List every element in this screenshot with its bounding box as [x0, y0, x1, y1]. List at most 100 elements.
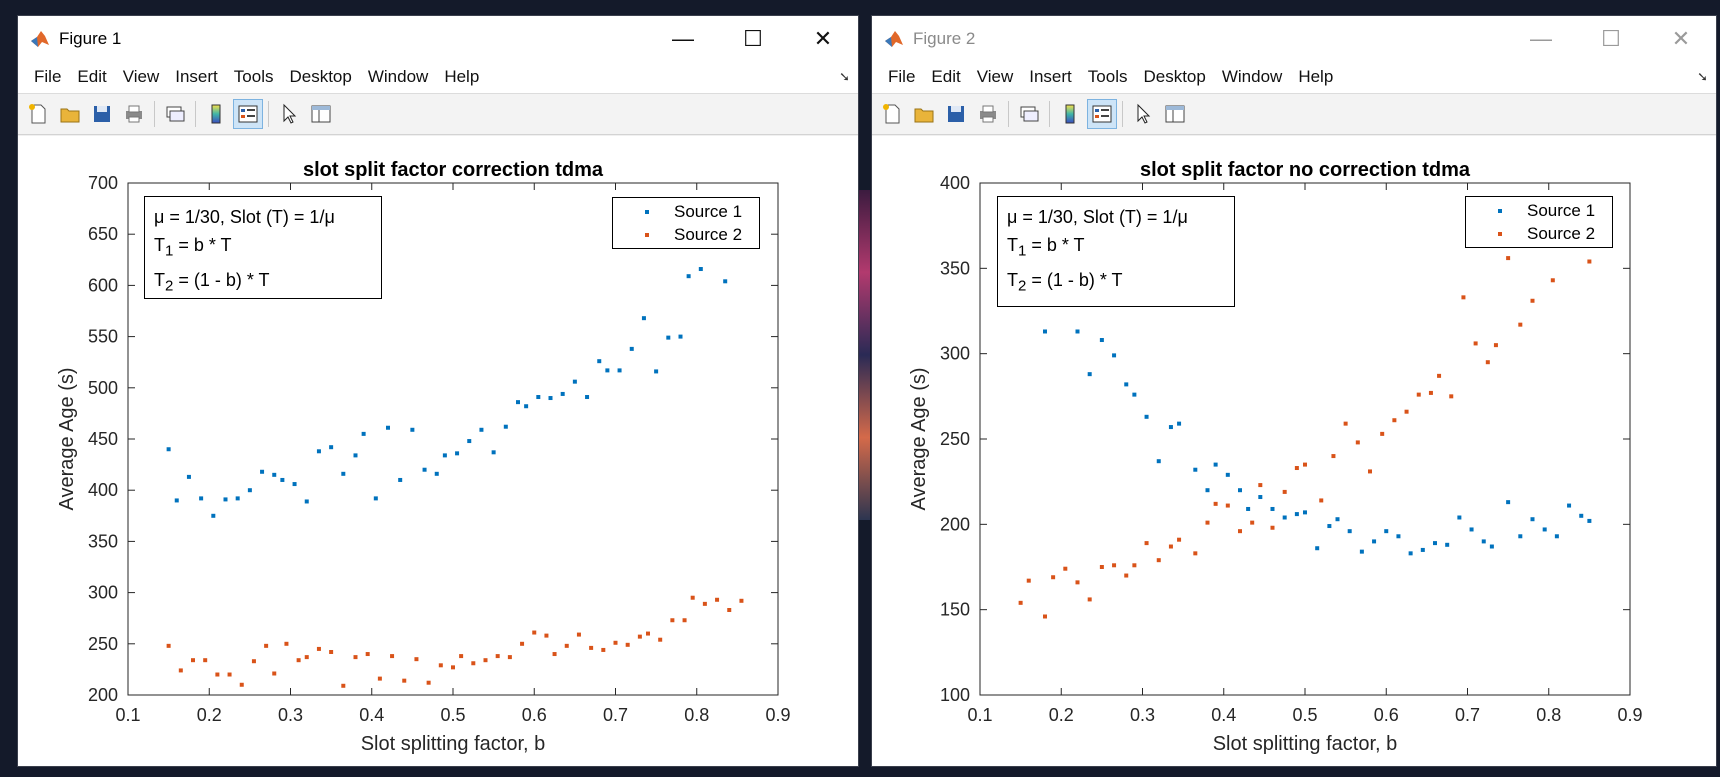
- data-point: [1124, 382, 1129, 387]
- new-figure-icon[interactable]: [23, 99, 53, 129]
- close-button[interactable]: ✕: [813, 25, 833, 51]
- annotation-textbox[interactable]: μ = 1/30, Slot (T) = 1/μ T1 = b * T T2 =…: [144, 196, 382, 299]
- menu-desktop[interactable]: Desktop: [289, 67, 352, 86]
- property-inspector-icon[interactable]: [306, 99, 336, 129]
- new-figure-icon[interactable]: [877, 99, 907, 129]
- menu-tools[interactable]: Tools: [1087, 67, 1128, 86]
- annotation-textbox[interactable]: μ = 1/30, Slot (T) = 1/μ T1 = b * T T2 =…: [997, 196, 1235, 307]
- y-tick-label: 350: [940, 258, 970, 278]
- data-point: [1416, 392, 1421, 397]
- data-point: [576, 632, 581, 637]
- maximize-button[interactable]: ☐: [1601, 25, 1621, 51]
- x-tick-label: 0.1: [115, 705, 140, 725]
- menu-tools[interactable]: Tools: [233, 67, 274, 86]
- data-point: [386, 425, 390, 430]
- save-icon[interactable]: [941, 99, 971, 129]
- menu-window[interactable]: Window: [1221, 67, 1283, 86]
- menu-file[interactable]: File: [34, 67, 62, 86]
- title-bar[interactable]: Figure 1 — ☐ ✕: [18, 16, 858, 61]
- axes-box: [979, 182, 1631, 696]
- menu-insert[interactable]: Insert: [175, 67, 218, 86]
- annotation-line-1: μ = 1/30, Slot (T) = 1/μ: [1007, 207, 1188, 227]
- figure-2-window[interactable]: Figure 2 — ☐ ✕ File Edit View Insert Too…: [872, 16, 1716, 766]
- dock-arrow-icon[interactable]: ➘: [1697, 69, 1708, 84]
- data-point: [646, 631, 650, 636]
- dock-arrow-icon[interactable]: ➘: [839, 69, 850, 84]
- menu-view[interactable]: View: [122, 67, 160, 86]
- scatter-chart[interactable]: 0.1 0.2 0.3 0.4 0.5 0.6 0.7 0.8 0.9 100 150 200 250 3…: [872, 136, 1716, 766]
- title-bar[interactable]: Figure 2 — ☐ ✕: [872, 16, 1716, 61]
- legend-icon[interactable]: [1087, 99, 1117, 129]
- y-tick-label: 600: [88, 275, 118, 295]
- menu-view[interactable]: View: [976, 67, 1014, 86]
- plot-area[interactable]: 0.1 0.2 0.3 0.4 0.5 0.6 0.7 0.8 0.9 100 150 200 250 3…: [872, 136, 1716, 766]
- legend[interactable]: Source 1 Source 2: [612, 197, 760, 249]
- figure-toolbar: [18, 93, 858, 135]
- menu-desktop[interactable]: Desktop: [1143, 67, 1206, 86]
- data-point: [536, 395, 541, 400]
- data-point: [1205, 488, 1210, 493]
- data-point: [410, 427, 415, 432]
- data-point: [1193, 467, 1198, 472]
- desktop-wallpaper-strip: [858, 190, 870, 520]
- menu-help[interactable]: Help: [1298, 67, 1334, 86]
- property-inspector-icon[interactable]: [1160, 99, 1190, 129]
- colorbar-icon[interactable]: [1055, 99, 1085, 129]
- minimize-button[interactable]: —: [672, 25, 694, 51]
- figure-1-window[interactable]: Figure 1 — ☐ ✕ File Edit View Insert Too…: [18, 16, 858, 766]
- print-icon[interactable]: [973, 99, 1003, 129]
- open-file-icon[interactable]: [55, 99, 85, 129]
- data-point: [1319, 498, 1324, 503]
- data-point: [1445, 542, 1450, 547]
- menu-window[interactable]: Window: [367, 67, 429, 86]
- data-point: [1327, 524, 1332, 529]
- data-point: [1579, 513, 1584, 518]
- data-point: [495, 654, 500, 659]
- annotation-line-3: T2 = (1 - b) * T: [1007, 269, 1123, 295]
- link-plot-icon[interactable]: [1014, 99, 1044, 129]
- data-point: [1550, 278, 1555, 283]
- legend[interactable]: Source 1 Source 2: [1465, 196, 1613, 248]
- data-point: [227, 672, 232, 677]
- legend-item-source-1: Source 1: [1470, 199, 1606, 222]
- menu-insert[interactable]: Insert: [1029, 67, 1072, 86]
- data-point: [1315, 546, 1320, 551]
- data-point: [1554, 534, 1559, 539]
- data-point: [678, 334, 683, 339]
- x-tick-label: 0.3: [1130, 705, 1155, 725]
- menu-help[interactable]: Help: [444, 67, 480, 86]
- plot-area[interactable]: 0.1 0.2 0.3 0.4 0.5 0.6 0.7 0.8 0.9 200 250 300 350 4…: [18, 136, 858, 766]
- colorbar-icon[interactable]: [201, 99, 231, 129]
- data-point: [223, 497, 228, 502]
- link-plot-icon[interactable]: [160, 99, 190, 129]
- legend-item-source-1: Source 1: [617, 200, 753, 223]
- menu-edit[interactable]: Edit: [77, 67, 107, 86]
- data-point: [1051, 575, 1056, 580]
- legend-icon[interactable]: [233, 99, 263, 129]
- data-point: [715, 597, 720, 602]
- data-point: [316, 646, 321, 651]
- minimize-button[interactable]: —: [1530, 25, 1552, 51]
- data-point: [1238, 488, 1242, 493]
- pointer-icon[interactable]: [1128, 99, 1158, 129]
- save-icon[interactable]: [87, 99, 117, 129]
- data-point: [284, 641, 289, 646]
- scatter-chart[interactable]: 0.1 0.2 0.3 0.4 0.5 0.6 0.7 0.8 0.9 200 250 300 350 4…: [18, 136, 858, 766]
- print-icon[interactable]: [119, 99, 149, 129]
- data-point: [414, 657, 419, 662]
- close-button[interactable]: ✕: [1671, 25, 1691, 51]
- data-point: [1238, 529, 1242, 534]
- pointer-icon[interactable]: [274, 99, 304, 129]
- data-point: [548, 396, 553, 401]
- open-file-icon[interactable]: [909, 99, 939, 129]
- data-point: [361, 431, 366, 436]
- data-point: [1396, 534, 1401, 539]
- maximize-button[interactable]: ☐: [743, 25, 763, 51]
- menu-file[interactable]: File: [888, 67, 916, 86]
- data-point: [353, 453, 358, 458]
- data-point: [1335, 517, 1340, 522]
- data-point: [1303, 462, 1307, 467]
- data-point: [617, 368, 622, 373]
- menu-edit[interactable]: Edit: [931, 67, 961, 86]
- data-point: [377, 676, 382, 681]
